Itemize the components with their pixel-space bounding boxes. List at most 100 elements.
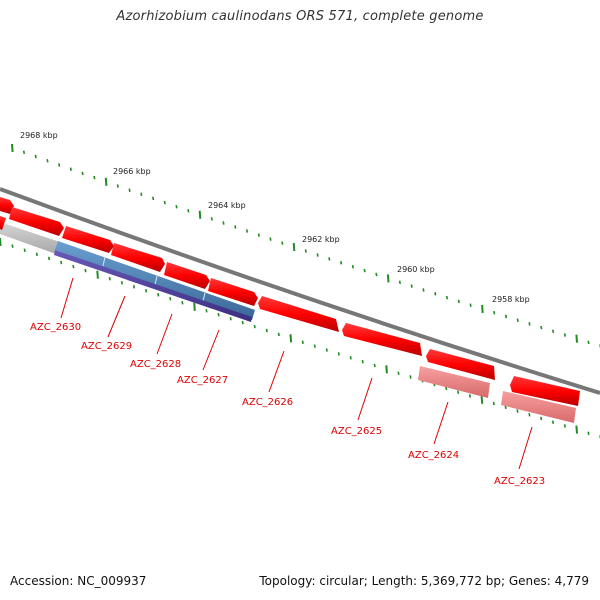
minor-scale-tick xyxy=(241,320,244,325)
minor-scale-tick xyxy=(163,200,166,205)
minor-scale-tick xyxy=(269,237,272,241)
gray-feature-track xyxy=(0,222,60,254)
minor-scale-tick xyxy=(23,248,26,252)
minor-scale-tick xyxy=(493,310,496,315)
major-scale-tick xyxy=(481,304,484,314)
genome-title: Azorhizobium caulinodans ORS 571, comple… xyxy=(116,9,484,24)
minor-scale-tick xyxy=(351,264,354,269)
cds-arrow xyxy=(0,197,14,214)
minor-scale-tick xyxy=(325,348,328,352)
major-scale-tick xyxy=(480,395,484,404)
cds-arrow xyxy=(9,207,64,236)
major-scale-tick xyxy=(385,365,388,374)
minor-scale-tick xyxy=(316,253,319,257)
blue-segment-divider xyxy=(202,292,206,302)
minor-scale-tick xyxy=(337,352,340,356)
minor-scale-tick xyxy=(457,299,460,304)
cds-arrow xyxy=(510,376,580,406)
minor-scale-tick xyxy=(181,301,184,305)
minor-scale-tick xyxy=(69,167,72,171)
minor-scale-tick xyxy=(257,233,260,237)
minor-scale-tick xyxy=(445,386,448,391)
scale-label-2968: 2968 kbp xyxy=(20,131,58,140)
minor-scale-tick xyxy=(140,192,143,197)
leader-line-azc-2623 xyxy=(518,426,533,470)
minor-scale-tick xyxy=(157,293,160,297)
minor-scale-tick xyxy=(349,356,352,360)
leader-line-azc-2625 xyxy=(357,377,373,421)
minor-scale-tick xyxy=(587,431,590,436)
gene-label-azc-2630: AZC_2630 xyxy=(30,322,81,333)
gene-label-azc-2623: AZC_2623 xyxy=(494,476,545,487)
minor-scale-tick xyxy=(169,297,172,301)
minor-scale-tick xyxy=(516,318,519,322)
minor-scale-tick xyxy=(373,363,376,368)
major-scale-tick xyxy=(96,270,99,279)
major-scale-tick xyxy=(193,302,196,311)
rna-feature xyxy=(418,366,490,398)
minor-scale-tick xyxy=(504,314,508,319)
blue-feature-track xyxy=(55,241,255,320)
minor-scale-tick xyxy=(81,171,84,176)
major-scale-tick xyxy=(292,242,296,252)
minor-scale-tick xyxy=(301,340,304,345)
minor-scale-tick xyxy=(587,340,590,345)
minor-scale-tick xyxy=(46,159,49,163)
minor-scale-tick xyxy=(445,295,449,300)
major-scale-tick xyxy=(575,425,578,434)
minor-scale-tick xyxy=(552,329,555,334)
minor-scale-tick xyxy=(93,175,96,180)
cds-feature-edge xyxy=(0,216,6,230)
gene-label-azc-2627: AZC_2627 xyxy=(177,375,228,386)
minor-scale-tick xyxy=(281,241,284,245)
minor-scale-tick xyxy=(84,268,87,273)
minor-scale-tick xyxy=(58,163,61,167)
minor-scale-tick xyxy=(120,281,123,285)
purple-feature-track xyxy=(54,250,252,322)
minor-scale-tick xyxy=(469,303,472,307)
gene-label-azc-2629: AZC_2629 xyxy=(81,341,132,352)
minor-scale-tick xyxy=(187,209,190,213)
minor-scale-tick xyxy=(234,225,237,229)
label-leader-lines xyxy=(60,277,533,470)
major-scale-tick xyxy=(11,143,14,153)
minor-scale-tick xyxy=(245,229,249,233)
leader-line-azc-2630 xyxy=(60,277,74,319)
minor-scale-tick xyxy=(277,332,280,337)
genome-summary-text: Topology: circular; Length: 5,369,772 bp… xyxy=(259,574,589,588)
gene-label-azc-2625: AZC_2625 xyxy=(331,426,382,437)
minor-scale-tick xyxy=(540,325,543,330)
minor-scale-tick xyxy=(422,288,425,292)
minor-scale-tick xyxy=(128,188,131,192)
cds-arrow xyxy=(164,262,210,289)
cds-arrow xyxy=(258,296,339,332)
leader-line-azc-2626 xyxy=(268,350,285,393)
scale-label-2960: 2960 kbp xyxy=(397,265,435,274)
genome-backbone xyxy=(0,187,600,395)
cds-arrow xyxy=(208,278,258,306)
minor-scale-tick xyxy=(563,333,566,337)
scale-label-2964: 2964 kbp xyxy=(208,201,246,210)
minor-scale-tick xyxy=(72,264,75,269)
cds-arrow xyxy=(111,243,165,272)
minor-scale-tick xyxy=(375,272,378,277)
cds-arrow xyxy=(342,323,422,356)
major-scale-tick xyxy=(386,274,390,283)
minor-scale-tick xyxy=(210,217,213,221)
minor-scale-tick xyxy=(434,292,437,296)
minor-scale-tick xyxy=(60,260,63,265)
minor-scale-tick xyxy=(328,257,331,261)
gene-label-azc-2624: AZC_2624 xyxy=(408,450,459,461)
leader-line-azc-2624 xyxy=(433,401,449,445)
minor-scale-tick xyxy=(304,249,307,253)
scale-label-2966: 2966 kbp xyxy=(113,167,151,176)
minor-scale-tick xyxy=(528,322,531,326)
leader-line-azc-2629 xyxy=(107,295,126,338)
major-scale-tick xyxy=(198,210,202,219)
minor-scale-tick xyxy=(47,256,51,261)
inner-tick-row xyxy=(0,237,600,439)
minor-scale-tick xyxy=(205,309,208,313)
minor-scale-tick xyxy=(340,261,343,265)
